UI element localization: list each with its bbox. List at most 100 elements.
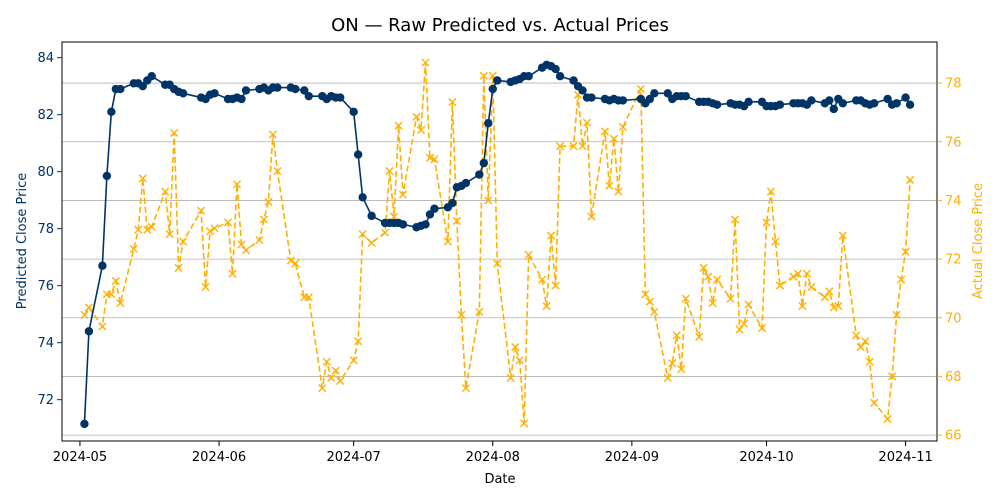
- x-tick-label: 2024-05: [53, 450, 107, 465]
- right-y-tick-label: 74: [945, 194, 962, 209]
- left-y-tick-label: 84: [37, 51, 54, 66]
- actual-price-marker: [273, 166, 282, 176]
- actual-price-marker: [385, 166, 394, 176]
- predicted-price-marker: [488, 84, 497, 94]
- predicted-price-marker: [838, 99, 847, 108]
- actual-price-marker: [228, 269, 237, 278]
- predicted-price-marker: [237, 94, 246, 104]
- x-tick-label: 2024-08: [466, 450, 520, 465]
- actual-price-line: [83, 62, 911, 424]
- actual-price-marker: [210, 224, 219, 233]
- predicted-price-marker: [569, 76, 578, 85]
- x-tick-label: 2024-09: [605, 450, 659, 465]
- left-y-tick-label: 78: [37, 222, 54, 237]
- predicted-price-marker: [461, 178, 471, 188]
- actual-price-marker: [645, 297, 654, 306]
- left-y-axis: 72 74 76 78 80 82 84: [37, 51, 62, 408]
- actual-price-marker: [636, 84, 645, 94]
- actual-price-marker: [883, 414, 892, 424]
- actual-price-marker: [569, 142, 578, 151]
- x-axis-title: Date: [484, 472, 515, 487]
- actual-price-marker: [614, 187, 623, 196]
- actual-price-marker: [161, 187, 170, 196]
- actual-price-marker: [555, 142, 565, 151]
- actual-price-marker: [668, 359, 677, 368]
- actual-price-marker: [744, 300, 753, 309]
- actual-price-marker: [663, 373, 672, 383]
- actual-price-marker: [524, 250, 533, 259]
- actual-price-marker: [865, 357, 874, 366]
- predicted-price-marker: [98, 261, 107, 270]
- actual-price-marker: [134, 225, 143, 234]
- actual-price-marker: [713, 275, 722, 284]
- actual-price-marker: [609, 134, 619, 143]
- actual-price-marker: [605, 181, 614, 190]
- actual-price-marker: [520, 419, 529, 428]
- grid-lines: [62, 82, 937, 436]
- right-y-tick-label: 70: [945, 311, 962, 326]
- actual-price-marker: [170, 128, 179, 138]
- left-y-tick-label: 82: [37, 108, 54, 123]
- predicted-price-marker: [869, 99, 879, 108]
- actual-price-marker: [735, 325, 744, 334]
- predicted-price-marker: [430, 204, 439, 213]
- predicted-price-marker: [210, 89, 219, 98]
- actual-price-marker: [354, 337, 363, 346]
- predicted-price-marker: [663, 89, 672, 98]
- predicted-price-marker: [555, 72, 565, 81]
- actual-price-marker: [138, 174, 147, 183]
- actual-price-marker: [739, 319, 749, 328]
- actual-price-marker: [897, 275, 906, 284]
- actual-price-marker: [681, 294, 690, 303]
- actual-price-marker: [641, 290, 650, 299]
- actual-price-marker: [147, 222, 156, 231]
- predicted-price-marker: [905, 100, 915, 109]
- predicted-price-marker: [681, 91, 690, 101]
- actual-price-marker: [618, 122, 627, 132]
- actual-price-marker: [793, 269, 802, 278]
- actual-price-marker: [798, 301, 807, 311]
- actual-price-marker: [730, 215, 740, 224]
- predicted-price-marker: [587, 93, 596, 102]
- predicted-price-marker: [84, 327, 94, 336]
- actual-price-marker: [677, 365, 686, 374]
- actual-price-marker: [111, 277, 120, 286]
- predicted-price-marker: [358, 193, 367, 202]
- predicted-price-marker: [883, 94, 892, 104]
- predicted-price-marker: [138, 81, 147, 91]
- actual-price-marker: [448, 98, 457, 107]
- predicted-price-marker: [107, 107, 116, 117]
- predicted-price-marker: [116, 84, 125, 94]
- right-y-axis-title: Actual Close Price: [971, 183, 986, 299]
- actual-price-marker: [856, 343, 865, 352]
- actual-price-marker: [241, 246, 251, 255]
- actual-price-marker: [699, 263, 708, 272]
- actual-price-marker: [349, 356, 358, 365]
- actual-price-marker: [461, 384, 470, 393]
- actual-series: [80, 58, 915, 428]
- actual-price-marker: [336, 376, 345, 385]
- predicted-price-marker: [367, 211, 376, 221]
- predicted-price-marker: [829, 104, 838, 114]
- actual-price-marker: [825, 287, 834, 296]
- x-axis: 2024-05 2024-06 2024-07 2024-08 2024-09 2024-…: [53, 441, 933, 465]
- actual-price-marker: [259, 215, 269, 224]
- actual-price-marker: [515, 356, 524, 365]
- actual-price-marker: [80, 310, 89, 319]
- actual-price-marker: [452, 216, 461, 226]
- actual-price-marker: [412, 112, 421, 121]
- actual-price-marker: [861, 337, 870, 346]
- actual-price-marker: [807, 282, 816, 292]
- x-tick-label: 2024-07: [327, 450, 381, 465]
- predicted-price-marker: [775, 100, 785, 109]
- actual-price-marker: [201, 282, 210, 292]
- predicted-price-marker: [578, 86, 587, 95]
- predicted-price-marker: [524, 72, 533, 81]
- predicted-price-marker: [300, 86, 309, 95]
- predicted-price-marker: [291, 84, 300, 94]
- actual-price-marker: [506, 373, 515, 383]
- right-y-tick-label: 78: [945, 77, 962, 92]
- predicted-price-marker: [892, 99, 901, 108]
- predicted-price-marker: [712, 100, 722, 109]
- actual-price-marker: [834, 301, 843, 311]
